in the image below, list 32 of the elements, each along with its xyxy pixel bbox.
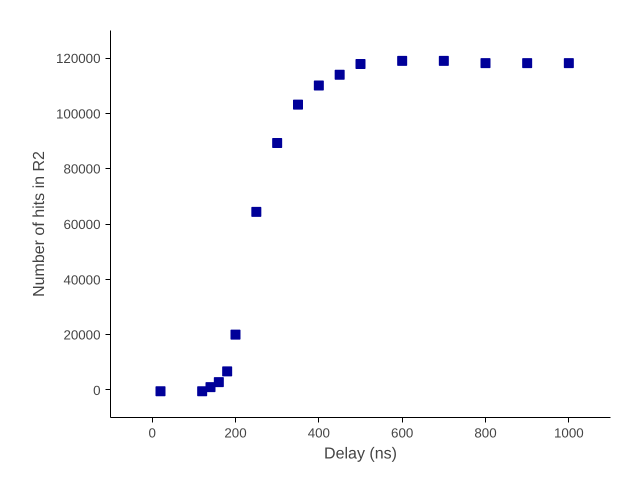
point	[272, 138, 282, 148]
x-tick-label: 800	[474, 426, 497, 440]
y-axis-title: Number of hits in R2	[31, 150, 48, 297]
x-tick-label: 0	[148, 426, 156, 440]
point	[314, 80, 324, 91]
x-tick-label: 600	[391, 426, 414, 440]
point	[480, 58, 490, 68]
x-tick-label: 200	[224, 426, 247, 440]
x-axis-title: Delay (ns)	[324, 446, 397, 462]
point	[197, 386, 208, 396]
y-tick-label: 80000	[63, 162, 100, 177]
point	[522, 58, 532, 68]
y-tick-label: 0	[93, 382, 101, 398]
point	[230, 330, 240, 340]
point	[214, 377, 224, 388]
x-tick-label: 1000	[554, 426, 584, 440]
y-tick-label: 60000	[63, 217, 100, 232]
point	[156, 386, 166, 396]
point	[293, 100, 303, 110]
point	[564, 58, 574, 68]
y-tick-label: 40000	[63, 272, 100, 288]
point	[206, 382, 216, 392]
point	[251, 206, 262, 217]
point	[356, 58, 366, 69]
y-tick-label: 100000	[56, 106, 101, 122]
point	[397, 56, 408, 66]
x-tick-label: 400	[308, 426, 330, 440]
point	[438, 56, 449, 66]
y-tick-label: 20000	[63, 328, 100, 343]
y-tick-label: 120000	[56, 51, 101, 66]
point	[222, 366, 232, 376]
point	[334, 70, 345, 80]
